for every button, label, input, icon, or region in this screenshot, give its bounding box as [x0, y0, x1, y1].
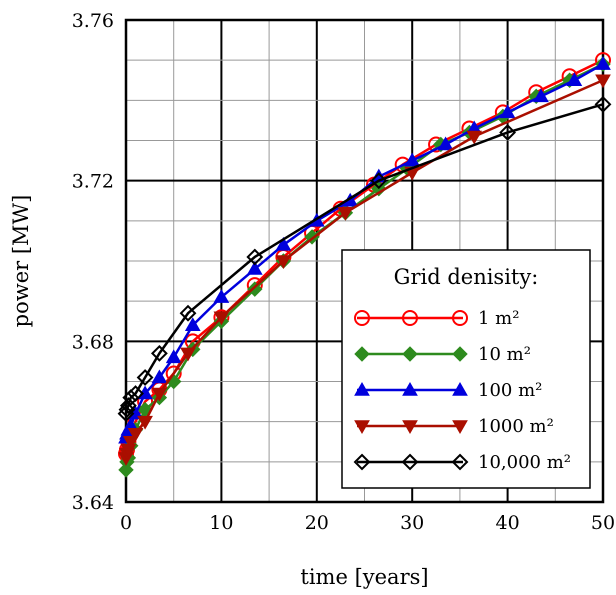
x-tick-label: 0 — [120, 512, 132, 534]
y-tick-label: 3.72 — [72, 171, 114, 193]
data-point-triangle-down — [354, 420, 370, 435]
data-point-triangle-down — [452, 420, 468, 435]
data-point-circle — [354, 310, 370, 326]
legend-box — [341, 249, 591, 489]
data-point-triangle-up — [533, 88, 549, 103]
data-point-diamond — [247, 281, 263, 297]
data-point-diamond — [402, 346, 418, 362]
data-point-triangle-down — [122, 436, 139, 450]
data-point-circle — [452, 310, 468, 326]
data-point-open-diamond — [451, 453, 469, 471]
data-point-triangle-up — [275, 236, 292, 251]
data-point-triangle-up — [246, 261, 263, 275]
x-tick-label: 10 — [209, 512, 233, 534]
data-point-open-diamond — [401, 453, 419, 471]
y-tick-label: 3.76 — [72, 10, 114, 32]
data-point-open-diamond — [246, 248, 264, 266]
data-point-circle — [402, 310, 418, 326]
data-point-open-diamond — [594, 95, 612, 113]
series-line — [124, 103, 604, 414]
plot-frame — [124, 18, 605, 504]
legend-item-2: 10 m² — [354, 344, 531, 365]
data-point-open-diamond — [122, 389, 140, 406]
data-point-open-diamond — [370, 172, 388, 190]
data-point-triangle-up — [404, 152, 421, 167]
data-point-open-diamond — [136, 369, 154, 386]
y-tick-label: 3.64 — [72, 492, 114, 514]
data-point-triangle-down — [466, 130, 483, 145]
data-point-triangle-up — [213, 289, 230, 303]
data-point-open-diamond — [150, 344, 168, 362]
legend-label: 1000 m² — [478, 416, 554, 437]
x-tick-label: 30 — [400, 512, 424, 534]
data-point-triangle-down — [337, 207, 354, 221]
legend-item-5: 10,000 m² — [353, 452, 571, 473]
legend-label: 1 m² — [478, 308, 519, 329]
legend-label: 10,000 m² — [478, 452, 571, 473]
data-point-triangle-up — [566, 72, 583, 86]
legend-label: 100 m² — [478, 380, 542, 401]
data-point-triangle-up — [402, 381, 418, 396]
y-axis-title: power [MW] — [9, 195, 33, 328]
data-point-triangle-up — [354, 381, 370, 396]
legend-item-1: 1 m² — [354, 308, 519, 329]
legend: Grid denisity: 1 m² 10 m² 100 m² 1000 m² 10,… — [341, 249, 591, 489]
data-point-triangle-up — [452, 381, 468, 396]
legend-title: Grid denisity: — [394, 265, 539, 289]
data-point-open-diamond — [179, 304, 197, 322]
data-point-triangle-up — [165, 349, 182, 364]
x-axis-title: time [years] — [300, 565, 428, 589]
data-point-triangle-down — [151, 387, 168, 402]
data-point-triangle-down — [180, 347, 196, 362]
data-point-triangle-down — [275, 255, 292, 270]
data-point-diamond — [452, 346, 468, 362]
axis-ticks: 0 10 20 30 40 50 3.64 3.68 3.72 3.76 — [72, 10, 615, 534]
x-tick-label: 20 — [305, 512, 329, 534]
data-point-triangle-down — [595, 74, 611, 89]
legend-item-4: 1000 m² — [354, 416, 554, 437]
data-point-triangle-down — [127, 427, 144, 442]
data-point-triangle-up — [151, 369, 168, 384]
data-point-triangle-up — [499, 104, 516, 119]
series-layer — [117, 52, 612, 478]
legend-item-3: 100 m² — [354, 380, 542, 401]
data-point-diamond — [354, 346, 370, 362]
legend-label: 10 m² — [478, 344, 531, 365]
data-point-triangle-up — [437, 136, 454, 151]
data-point-triangle-up — [184, 317, 201, 332]
legend-items: 1 m² 10 m² 100 m² 1000 m² 10,000 m² — [353, 308, 571, 473]
data-point-open-diamond — [127, 385, 144, 402]
x-tick-label: 50 — [591, 512, 615, 534]
data-point-triangle-down — [402, 420, 418, 435]
data-point-triangle-up — [595, 56, 611, 70]
data-point-open-diamond — [353, 453, 371, 471]
series-4 — [118, 74, 611, 466]
y-tick-label: 3.68 — [72, 331, 114, 353]
data-point-triangle-down — [137, 415, 153, 430]
series-5 — [117, 95, 612, 423]
data-point-triangle-down — [213, 311, 230, 326]
x-tick-label: 40 — [496, 512, 520, 534]
series-line — [124, 63, 604, 439]
data-point-open-diamond — [499, 124, 517, 141]
